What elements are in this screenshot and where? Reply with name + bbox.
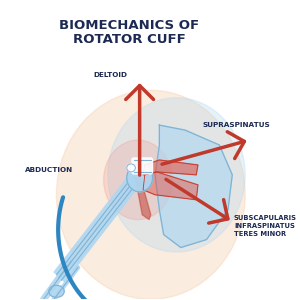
Text: SUBSCAPULARIS
INFRASPINATUS
TERES MINOR: SUBSCAPULARIS INFRASPINATUS TERES MINOR: [234, 215, 297, 237]
Polygon shape: [143, 160, 198, 175]
Polygon shape: [143, 172, 198, 200]
Text: BIOMECHANICS OF: BIOMECHANICS OF: [59, 19, 200, 32]
Ellipse shape: [108, 98, 245, 252]
Polygon shape: [155, 125, 232, 248]
Ellipse shape: [103, 140, 172, 220]
Text: ABDUCTION: ABDUCTION: [25, 167, 73, 173]
Text: ROTATOR CUFF: ROTATOR CUFF: [73, 32, 186, 46]
Polygon shape: [134, 178, 151, 220]
Ellipse shape: [49, 285, 64, 297]
Ellipse shape: [56, 90, 245, 299]
Ellipse shape: [127, 164, 135, 172]
Text: SUPRASPINATUS: SUPRASPINATUS: [202, 122, 270, 128]
FancyBboxPatch shape: [132, 158, 152, 174]
Text: DELTOID: DELTOID: [94, 72, 128, 78]
Ellipse shape: [127, 164, 152, 192]
